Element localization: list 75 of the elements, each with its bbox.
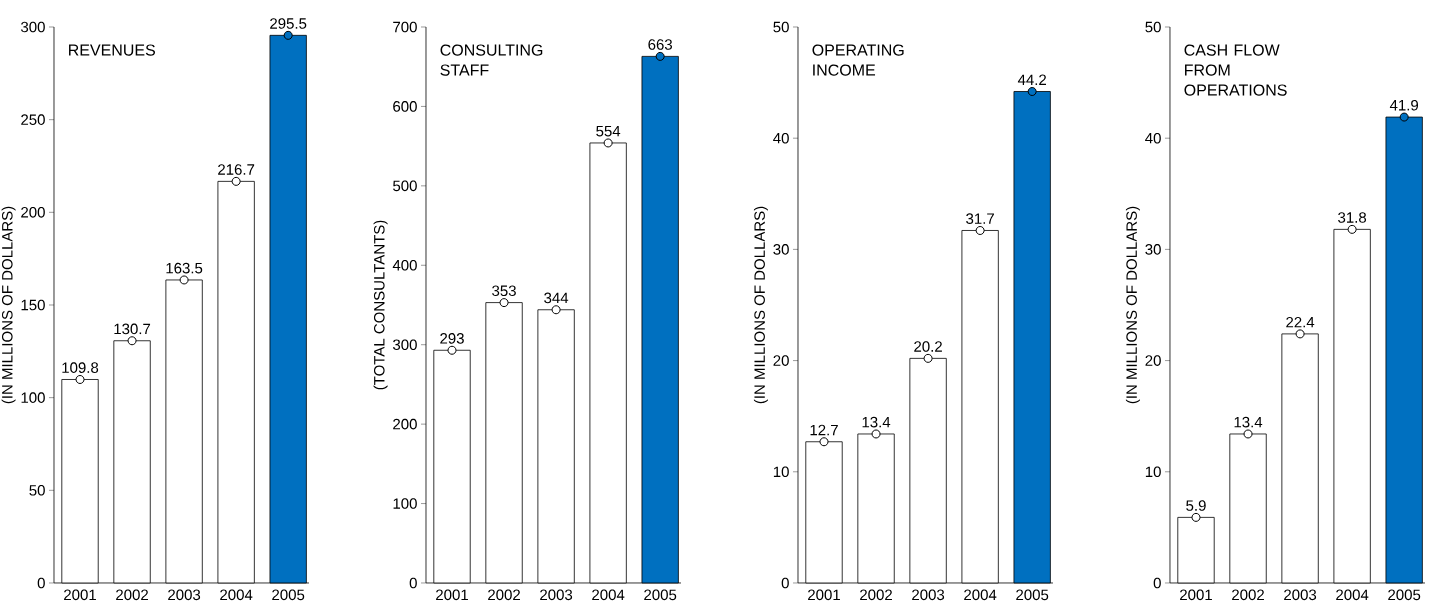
y-axis-title: (TOTAL CONSULTANTS) bbox=[373, 220, 388, 390]
text: CONSULTING STAFF bbox=[440, 44, 543, 76]
data-label: 663 bbox=[648, 39, 673, 50]
x-tick-label: 2005 bbox=[1388, 589, 1421, 601]
data-label: 5.9 bbox=[1186, 500, 1206, 511]
data-label: 163.5 bbox=[166, 262, 203, 274]
y-tick-label: 30 bbox=[773, 244, 789, 255]
x-tick-label: 2005 bbox=[272, 589, 305, 601]
data-label: 12.7 bbox=[810, 424, 838, 436]
x-tick-label: 2002 bbox=[116, 589, 148, 601]
y-tick-label: 300 bbox=[393, 339, 417, 351]
y-tick-label: 40 bbox=[773, 132, 789, 144]
y-tick-label: 10 bbox=[1145, 466, 1161, 478]
x-tick-label: 2001 bbox=[436, 589, 468, 601]
x-tick-label: 2001 bbox=[808, 589, 840, 601]
y-tick-label: 500 bbox=[393, 180, 417, 192]
y-tick-label: 600 bbox=[393, 101, 417, 112]
y-tick-label: 50 bbox=[1145, 21, 1161, 33]
y-tick-label: 300 bbox=[21, 21, 45, 33]
y-tick-label: 20 bbox=[773, 355, 789, 366]
text: REVENUES bbox=[69, 44, 156, 56]
y-tick-label: 0 bbox=[37, 577, 45, 589]
data-label: 20.2 bbox=[914, 341, 942, 352]
data-label: 109.8 bbox=[62, 362, 99, 373]
y-axis-title: (IN MILLIONS OF DOLLARS) bbox=[1, 206, 16, 404]
y-tick-label: 0 bbox=[409, 577, 417, 589]
data-label: 41.9 bbox=[1389, 99, 1419, 111]
data-label: 13.4 bbox=[862, 416, 891, 428]
data-label: 353 bbox=[492, 285, 516, 297]
data-label: 130.7 bbox=[114, 323, 151, 335]
x-tick-label: 2003 bbox=[540, 589, 573, 601]
x-tick-label: 2005 bbox=[1016, 589, 1049, 601]
y-tick-label: 10 bbox=[773, 466, 789, 478]
y-tick-label: 50 bbox=[773, 21, 789, 33]
y-tick-label: 200 bbox=[21, 207, 45, 218]
data-label: 293 bbox=[440, 333, 464, 344]
data-label: 31.7 bbox=[966, 213, 994, 224]
text: CASH FLOW FROM OPERATIONS bbox=[1184, 44, 1287, 96]
x-tick-label: 2002 bbox=[488, 589, 520, 601]
y-tick-label: 100 bbox=[393, 498, 417, 509]
data-label: 13.4 bbox=[1234, 416, 1263, 428]
data-label: 554 bbox=[596, 125, 621, 137]
y-tick-label: 200 bbox=[393, 418, 417, 430]
data-label: 216.7 bbox=[218, 164, 255, 175]
y-axis-title: (IN MILLIONS OF DOLLARS) bbox=[1125, 206, 1140, 404]
x-tick-label: 2004 bbox=[220, 589, 253, 601]
x-tick-label: 2002 bbox=[1232, 589, 1264, 601]
text: OPERATING INCOME bbox=[812, 44, 904, 76]
data-label: 344 bbox=[544, 292, 569, 304]
x-tick-label: 2001 bbox=[1180, 589, 1212, 601]
data-label: 31.8 bbox=[1338, 212, 1367, 223]
x-tick-label: 2004 bbox=[1336, 589, 1369, 601]
y-tick-label: 20 bbox=[1145, 355, 1161, 366]
y-tick-label: 700 bbox=[393, 21, 417, 33]
y-tick-label: 30 bbox=[1145, 244, 1161, 255]
y-tick-label: 0 bbox=[1153, 577, 1161, 589]
data-label: 22.4 bbox=[1286, 316, 1315, 328]
x-tick-label: 2005 bbox=[644, 589, 677, 601]
y-tick-label: 100 bbox=[21, 392, 45, 403]
y-tick-label: 0 bbox=[781, 577, 789, 589]
data-label: 295.5 bbox=[270, 18, 307, 29]
x-tick-label: 2003 bbox=[1284, 589, 1317, 601]
x-tick-label: 2004 bbox=[964, 589, 997, 601]
x-tick-label: 2001 bbox=[64, 589, 96, 601]
y-tick-label: 40 bbox=[1145, 132, 1161, 144]
x-tick-label: 2002 bbox=[860, 589, 892, 601]
y-tick-label: 400 bbox=[392, 259, 417, 271]
y-axis-title: (IN MILLIONS OF DOLLARS) bbox=[753, 206, 768, 404]
y-tick-label: 150 bbox=[21, 299, 45, 311]
y-tick-label: 250 bbox=[21, 114, 45, 125]
x-tick-label: 2003 bbox=[912, 589, 945, 601]
x-tick-label: 2004 bbox=[592, 589, 625, 601]
data-label: 44.2 bbox=[1017, 74, 1047, 85]
x-tick-label: 2003 bbox=[168, 589, 201, 601]
y-tick-label: 50 bbox=[29, 485, 45, 496]
